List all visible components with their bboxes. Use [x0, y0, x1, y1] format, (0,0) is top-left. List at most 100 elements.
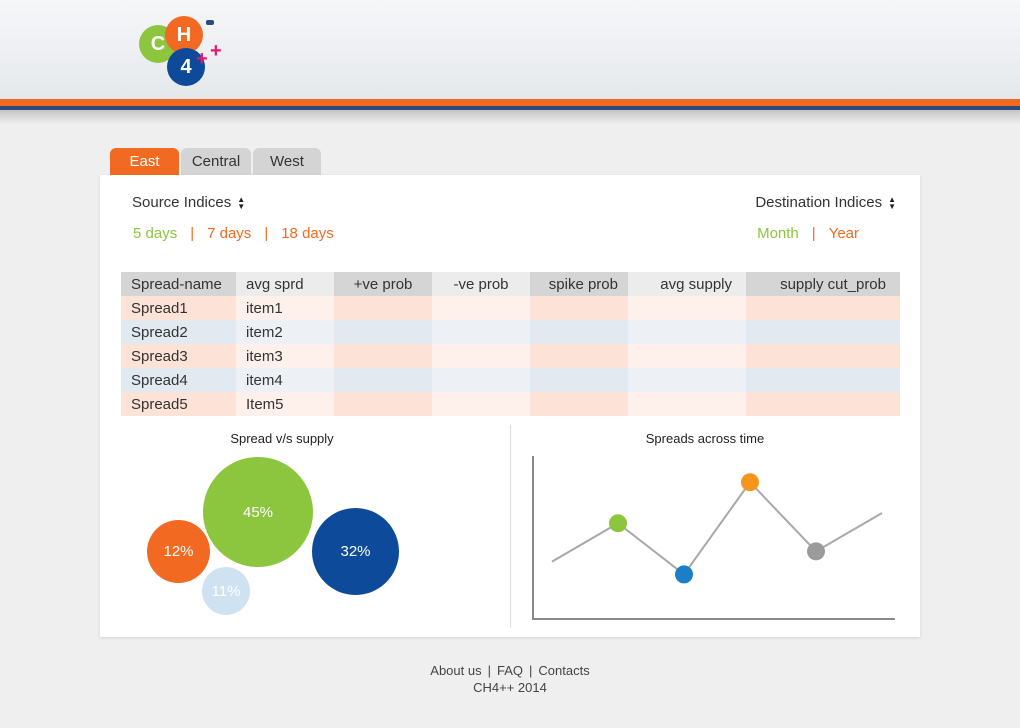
destination-indices-label: Destination Indices	[755, 194, 883, 211]
table-cell	[628, 368, 746, 392]
table-cell	[432, 344, 530, 368]
footer-link-about[interactable]: About us	[430, 663, 482, 678]
bubble-45[interactable]: 45%	[203, 457, 313, 567]
header-shadow	[0, 110, 1020, 124]
table-cell	[628, 296, 746, 320]
logo-four-ball: 4	[167, 48, 205, 86]
table-cell	[530, 320, 628, 344]
spread-table: Spread-name avg sprd +ve prob -ve prob s…	[121, 272, 900, 416]
tab-west[interactable]: West	[253, 148, 321, 175]
table-cell	[746, 320, 900, 344]
header: C H 4 + +	[0, 0, 1020, 110]
footer-links: About us | FAQ | Contacts	[0, 663, 1020, 678]
column-header[interactable]: avg supply	[628, 272, 746, 296]
header-stripe-blue	[0, 106, 1020, 110]
table-cell	[432, 320, 530, 344]
region-tabs: East Central West	[110, 148, 321, 175]
period-7-days[interactable]: 7 days	[207, 225, 252, 242]
table-cell: item4	[236, 368, 334, 392]
chart-divider	[510, 425, 511, 628]
table-cell	[334, 344, 432, 368]
line-chart-title: Spreads across time	[645, 431, 765, 446]
footer-link-faq[interactable]: FAQ	[497, 663, 524, 678]
series-line	[551, 480, 883, 576]
data-point[interactable]	[741, 473, 759, 492]
table-cell: item1	[236, 296, 334, 320]
column-header[interactable]: +ve prob	[334, 272, 432, 296]
bubble-12[interactable]: 12%	[147, 520, 210, 583]
table-cell	[432, 368, 530, 392]
column-header[interactable]: spike prob	[530, 272, 628, 296]
column-header[interactable]: Spread-name	[121, 272, 236, 296]
table-cell: Spread3	[121, 344, 236, 368]
tab-central[interactable]: Central	[181, 148, 251, 175]
table-cell	[530, 368, 628, 392]
period-5-days[interactable]: 5 days	[133, 225, 178, 242]
table-cell	[746, 344, 900, 368]
table-cell: Spread2	[121, 320, 236, 344]
tab-east[interactable]: East	[110, 148, 179, 175]
table-cell	[334, 368, 432, 392]
table-row[interactable]: Spread2 item2	[121, 320, 900, 344]
separator: |	[264, 225, 269, 242]
table-row[interactable]: Spread3 item3	[121, 344, 900, 368]
copyright: CH4++ 2014	[473, 680, 547, 695]
table-cell: Spread5	[121, 392, 236, 416]
table-cell	[746, 392, 900, 416]
data-point[interactable]	[609, 514, 627, 533]
table-cell	[334, 320, 432, 344]
separator: |	[811, 225, 816, 242]
table-cell	[334, 296, 432, 320]
separator: |	[487, 663, 491, 678]
table-cell	[746, 368, 900, 392]
table-cell	[432, 392, 530, 416]
table-cell: Spread1	[121, 296, 236, 320]
destination-indices-sort[interactable]: Destination Indices ▲ ▼	[755, 194, 896, 211]
separator: |	[529, 663, 533, 678]
logo-h-ball: H	[165, 16, 203, 54]
separator: |	[190, 225, 195, 242]
logo[interactable]: C H 4 + +	[136, 14, 236, 88]
period-18-days[interactable]: 18 days	[281, 225, 334, 242]
data-point[interactable]	[675, 565, 693, 584]
trademark-mark	[206, 20, 214, 25]
sort-icon: ▲ ▼	[237, 194, 246, 211]
table-cell	[628, 320, 746, 344]
table-cell	[432, 296, 530, 320]
table-row[interactable]: Spread5 Item5	[121, 392, 900, 416]
data-point[interactable]	[807, 542, 825, 561]
column-header[interactable]: supply cut_prob	[746, 272, 900, 296]
bubble-32[interactable]: 32%	[312, 508, 399, 595]
series-markers	[609, 473, 825, 584]
table-cell: item3	[236, 344, 334, 368]
table-cell	[530, 344, 628, 368]
bubble-11[interactable]: 11%	[202, 567, 250, 615]
table-cell: item2	[236, 320, 334, 344]
table-cell	[746, 296, 900, 320]
line-chart	[532, 456, 895, 620]
destination-period-selector: Month | Year	[757, 225, 859, 242]
source-indices-sort[interactable]: Source Indices ▲ ▼	[132, 194, 245, 211]
main-panel: Source Indices ▲ ▼ Destination Indices ▲ ▼…	[100, 175, 920, 637]
logo-plus-icon: +	[196, 48, 208, 70]
column-header[interactable]: -ve prob	[432, 272, 530, 296]
logo-plus-icon: +	[210, 40, 222, 62]
period-year[interactable]: Year	[828, 225, 859, 242]
footer: About us | FAQ | Contacts CH4++ 2014	[0, 663, 1020, 695]
table-cell: Item5	[236, 392, 334, 416]
table-row[interactable]: Spread4 item4	[121, 368, 900, 392]
table-cell	[530, 296, 628, 320]
column-header[interactable]: avg sprd	[236, 272, 334, 296]
source-indices-label: Source Indices	[132, 194, 232, 211]
table-cell	[334, 392, 432, 416]
header-stripe-orange	[0, 99, 1020, 106]
table-cell: Spread4	[121, 368, 236, 392]
table-cell	[628, 392, 746, 416]
sort-icon: ▲ ▼	[888, 194, 896, 211]
table-cell	[530, 392, 628, 416]
table-row[interactable]: Spread1 item1	[121, 296, 900, 320]
footer-link-contacts[interactable]: Contacts	[538, 663, 590, 678]
source-period-selector: 5 days | 7 days | 18 days	[133, 225, 334, 242]
table-cell	[628, 344, 746, 368]
period-month[interactable]: Month	[757, 225, 799, 242]
